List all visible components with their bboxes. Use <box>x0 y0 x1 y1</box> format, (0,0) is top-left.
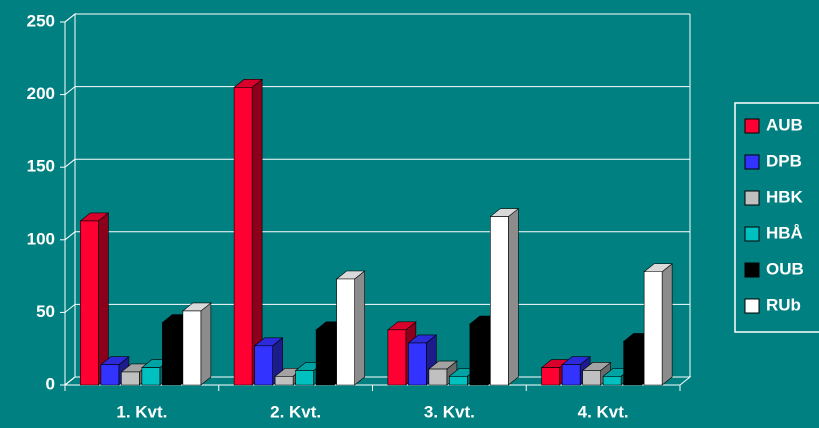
x-tick-label: 1. Kvt. <box>116 402 167 421</box>
bar <box>643 263 673 386</box>
grid-line <box>64 13 76 23</box>
legend-swatch <box>744 190 760 206</box>
bar-face <box>182 310 202 386</box>
bar-face <box>387 329 407 386</box>
x-tick-label: 4. Kvt. <box>578 402 629 421</box>
bar-face <box>336 278 355 386</box>
legend-label: HBÅ <box>766 223 803 242</box>
grid-line <box>64 86 76 95</box>
back-wall <box>64 12 76 387</box>
bar-face <box>200 302 212 386</box>
legend-swatch <box>744 154 760 170</box>
bar-face <box>98 212 109 386</box>
bar <box>489 207 520 386</box>
grid-line <box>64 231 76 241</box>
bar-face <box>354 270 365 386</box>
y-tick-label: 200 <box>27 84 55 103</box>
bar <box>335 270 366 386</box>
x-tick-label: 2. Kvt. <box>270 402 321 421</box>
y-tick-label: 50 <box>36 302 55 321</box>
bar-face <box>408 342 427 386</box>
legend-label: HBK <box>766 187 804 206</box>
legend-label: AUB <box>766 115 803 134</box>
bar <box>233 78 263 386</box>
bar-face <box>469 323 489 386</box>
bar-face <box>623 341 642 386</box>
y-tick-label: 0 <box>46 374 55 393</box>
bar-face <box>449 375 468 386</box>
legend-box <box>734 102 819 333</box>
legend-swatch <box>744 262 760 278</box>
bar-face <box>508 207 519 386</box>
grid-line <box>64 376 76 386</box>
bar-face <box>561 364 581 386</box>
grid-line <box>64 304 76 313</box>
y-tick-label: 100 <box>27 229 55 248</box>
grid-line <box>64 158 76 168</box>
bar-face <box>490 216 509 386</box>
legend-swatch <box>744 118 760 134</box>
bar-face <box>295 370 314 386</box>
y-tick-label: 250 <box>27 11 55 30</box>
bar-face <box>233 87 253 386</box>
legend-swatch <box>744 226 760 242</box>
legend-label: DPB <box>766 151 802 170</box>
bar-face <box>80 220 99 386</box>
bar-face <box>274 375 294 386</box>
bar-face <box>541 367 560 386</box>
legend-label: RUb <box>766 295 801 314</box>
bar <box>253 337 284 386</box>
y-tick-label: 150 <box>27 157 55 176</box>
bar-face <box>582 370 601 386</box>
bar-face <box>428 368 448 386</box>
bar <box>79 212 110 386</box>
bar-face <box>254 345 273 386</box>
bar-face <box>315 329 335 386</box>
bar-face <box>602 375 622 386</box>
bar-face <box>121 371 140 386</box>
legend-swatch <box>744 298 760 314</box>
bar <box>182 302 212 386</box>
bar-face <box>643 271 663 386</box>
bar-face <box>100 364 120 386</box>
bar-face <box>661 263 673 386</box>
bar-face <box>162 322 181 386</box>
bar-face <box>141 367 161 386</box>
legend-label: OUB <box>766 259 804 278</box>
bar-face <box>251 78 263 386</box>
x-tick-label: 3. Kvt. <box>424 402 475 421</box>
